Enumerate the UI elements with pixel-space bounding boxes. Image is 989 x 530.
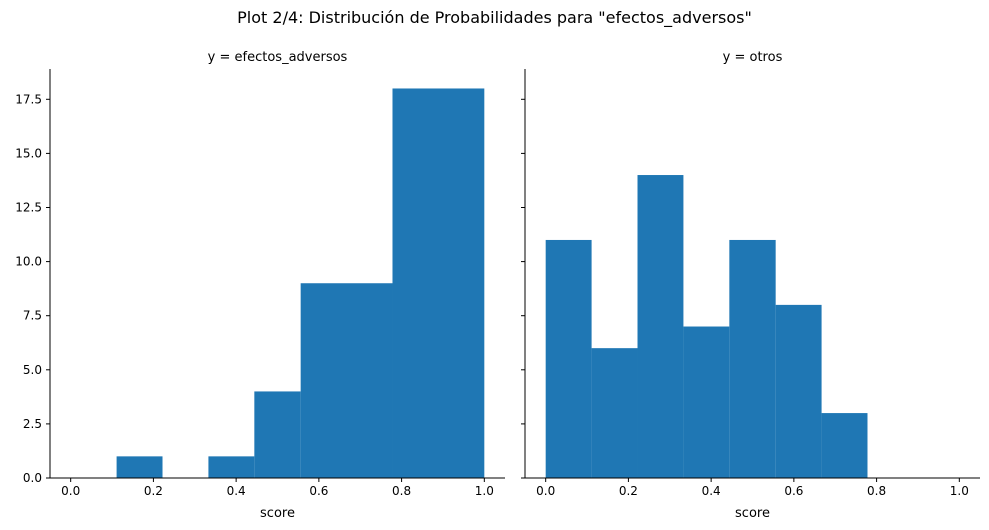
x-axis-label: score: [735, 506, 770, 521]
y-tick-label: 10.0: [15, 255, 42, 269]
histogram-bar: [300, 283, 393, 478]
x-tick-label: 0.6: [309, 484, 328, 498]
x-tick-label: 0.6: [784, 484, 803, 498]
x-tick-label: 0.4: [702, 484, 721, 498]
histogram-bar: [545, 239, 592, 478]
histogram-bar: [116, 456, 163, 478]
panel-title-1: y = efectos_adversos: [208, 50, 348, 65]
x-tick-label: 0.2: [144, 484, 163, 498]
y-tick-label: 17.5: [15, 92, 42, 106]
x-tick-label: 0.4: [227, 484, 246, 498]
y-tick-label: 12.5: [15, 200, 42, 214]
x-tick-label: 0.8: [867, 484, 886, 498]
panel-title-2: y = otros: [723, 50, 783, 65]
figure-title: Plot 2/4: Distribución de Probabilidades…: [237, 8, 752, 27]
histogram-bar: [591, 348, 638, 478]
y-tick-label: 0.0: [23, 471, 42, 485]
histogram-bar: [637, 175, 684, 478]
y-tick-label: 2.5: [23, 417, 42, 431]
x-tick-label: 1.0: [475, 484, 494, 498]
x-tick-label: 0.8: [392, 484, 411, 498]
x-tick-label: 1.0: [950, 484, 969, 498]
histogram-bar: [683, 326, 730, 478]
x-tick-label: 0.2: [619, 484, 638, 498]
histogram-bar: [254, 391, 301, 478]
histogram-bar: [208, 456, 255, 478]
x-tick-label: 0.0: [61, 484, 80, 498]
y-tick-label: 5.0: [23, 363, 42, 377]
histogram-bar: [392, 88, 485, 478]
y-tick-label: 7.5: [23, 309, 42, 323]
histogram-bar: [729, 239, 776, 478]
y-tick-label: 15.0: [15, 146, 42, 160]
x-axis-label: score: [260, 506, 295, 521]
x-tick-label: 0.0: [536, 484, 555, 498]
histogram-bar: [775, 304, 822, 478]
histogram-bar: [821, 413, 868, 478]
